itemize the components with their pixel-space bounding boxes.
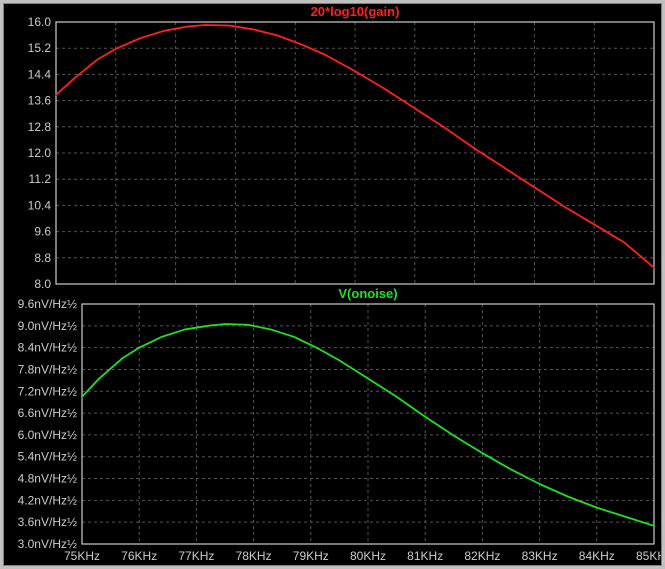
y-tick-label: 8.8 <box>34 251 51 265</box>
plot-title-onoise: V(onoise) <box>338 286 397 301</box>
plot-window: 20*log10(gain) 16.0 15.2 14.4 13.6 12.8 12.0 11… <box>3 3 662 566</box>
y-tick-label: 9.6nV/Hz½ <box>18 297 77 311</box>
y-tick-label: 7.8nV/Hz½ <box>18 362 77 376</box>
x-tick-label: 83KHz <box>522 549 558 563</box>
y-tick-label: 8.0 <box>34 277 51 291</box>
y-tick-label: 7.2nV/Hz½ <box>18 384 77 398</box>
x-tick-label: 81KHz <box>407 549 443 563</box>
x-tick-label: 77KHz <box>178 549 214 563</box>
y-tick-label: 11.2 <box>29 172 52 186</box>
plot-title-gain: 20*log10(gain) <box>311 4 400 19</box>
y-tick-label: 9.0nV/Hz½ <box>18 319 77 333</box>
x-tick-label: 85KHz <box>636 549 661 563</box>
y-tick-label: 12.8 <box>28 120 52 134</box>
y-tick-label: 4.8nV/Hz½ <box>18 472 77 486</box>
x-tick-label: 78KHz <box>236 549 272 563</box>
y-tick-label: 3.6nV/Hz½ <box>18 515 77 529</box>
y-tick-label: 6.0nV/Hz½ <box>18 428 77 442</box>
y-tick-label: 10.4 <box>28 198 52 212</box>
y-tick-label: 14.4 <box>28 67 52 81</box>
y-tick-label: 13.6 <box>28 94 52 108</box>
y-tick-label: 8.4nV/Hz½ <box>18 341 77 355</box>
y-tick-label: 16.0 <box>28 15 52 29</box>
x-tick-label: 84KHz <box>579 549 615 563</box>
x-tick-label: 75KHz <box>64 549 100 563</box>
x-tick-label: 79KHz <box>293 549 329 563</box>
y-tick-label: 6.6nV/Hz½ <box>18 406 77 420</box>
chart-canvas: 20*log10(gain) 16.0 15.2 14.4 13.6 12.8 12.0 11… <box>4 4 661 565</box>
y-tick-label: 12.0 <box>28 146 52 160</box>
x-tick-label: 80KHz <box>350 549 386 563</box>
x-tick-label: 76KHz <box>121 549 157 563</box>
trace-gain <box>56 25 654 268</box>
y-tick-label: 5.4nV/Hz½ <box>18 450 77 464</box>
y-tick-label: 4.2nV/Hz½ <box>18 493 77 507</box>
y-tick-label: 15.2 <box>28 41 52 55</box>
x-tick-label: 82KHz <box>464 549 500 563</box>
y-tick-label: 9.6 <box>34 225 51 239</box>
